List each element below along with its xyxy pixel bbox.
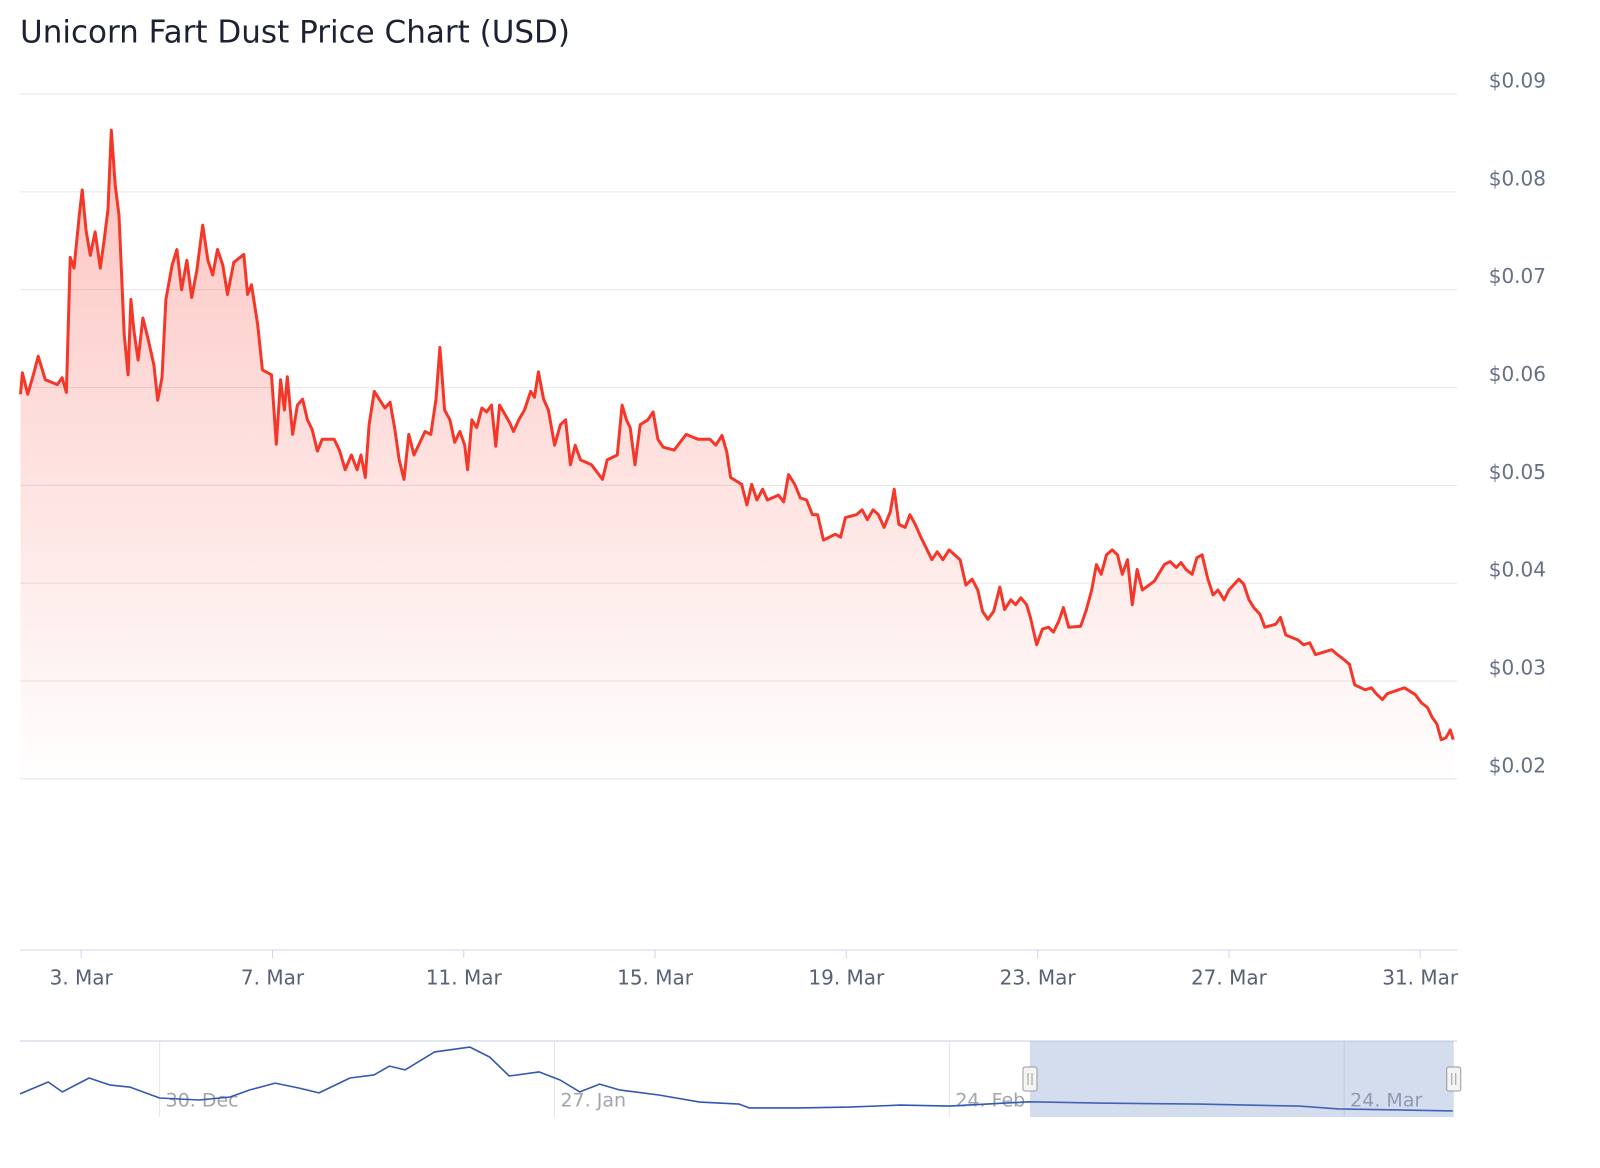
navigator-selection [1029,1041,1454,1117]
navigator-tick-label: 27. Jan [560,1090,626,1112]
navigator-handle[interactable] [1446,1066,1462,1092]
x-tick-label: 15. Mar [617,966,694,990]
y-tick-label: $0.06 [1489,362,1546,386]
x-tick-label: 11. Mar [426,966,503,990]
x-tick-label: 3. Mar [50,966,114,990]
price-area [20,130,1454,950]
x-tick-label: 27. Mar [1191,966,1268,990]
x-tick-label: 7. Mar [241,966,305,990]
y-tick-label: $0.08 [1489,166,1546,190]
y-tick-label: $0.05 [1489,460,1546,484]
navigator-tick-label: 24. Mar [1350,1090,1422,1112]
navigator-line [19,1046,1453,1112]
y-tick-label: $0.03 [1489,655,1546,679]
x-tick-label: 19. Mar [808,966,885,990]
navigator-tick-label: 24. Feb [955,1090,1025,1112]
y-tick-label: $0.04 [1489,558,1546,582]
chart-title: Unicorn Fart Dust Price Chart (USD) [20,15,570,51]
x-tick-label: 23. Mar [1000,966,1077,990]
x-tick-label: 31. Mar [1382,966,1459,990]
y-tick-label: $0.02 [1489,753,1546,777]
y-tick-label: $0.07 [1489,264,1546,288]
price-line [19,128,1455,742]
y-tick-label: $0.09 [1489,69,1546,93]
navigator-handle[interactable] [1022,1066,1038,1092]
